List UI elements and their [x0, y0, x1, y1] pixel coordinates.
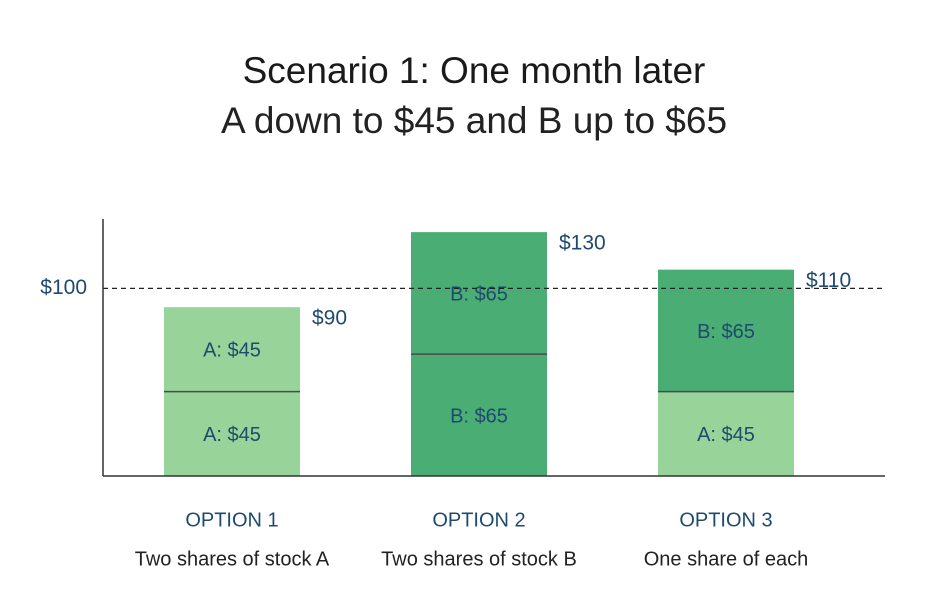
segment-label: A: $45: [203, 340, 261, 362]
segment-label: A: $45: [697, 424, 755, 446]
category-description: Two shares of stock A: [135, 548, 330, 570]
total-label: $110: [806, 269, 851, 292]
category-label: OPTION 2: [432, 509, 525, 531]
segment-label: B: $65: [450, 405, 508, 427]
segment-label: B: $65: [450, 283, 508, 305]
bar-segment: [411, 232, 547, 355]
total-label: $130: [559, 232, 606, 255]
category-label: OPTION 3: [679, 509, 772, 531]
category-description: Two shares of stock B: [381, 548, 577, 570]
segment-label: B: $65: [697, 321, 755, 343]
segment-label: A: $45: [203, 424, 261, 446]
bar-segment: [164, 391, 300, 476]
category-description: One share of each: [644, 548, 809, 570]
bar-segment: [411, 354, 547, 476]
total-label: $90: [312, 307, 347, 330]
chart-title: Scenario 1: One month later: [242, 50, 706, 91]
reference-label: $100: [40, 276, 87, 299]
bar-segment: [658, 391, 794, 476]
bar-segment: [658, 269, 794, 392]
category-label: OPTION 1: [185, 509, 278, 531]
chart-subtitle: A down to $45 and B up to $65: [220, 100, 728, 141]
bar-segment: [164, 307, 300, 392]
